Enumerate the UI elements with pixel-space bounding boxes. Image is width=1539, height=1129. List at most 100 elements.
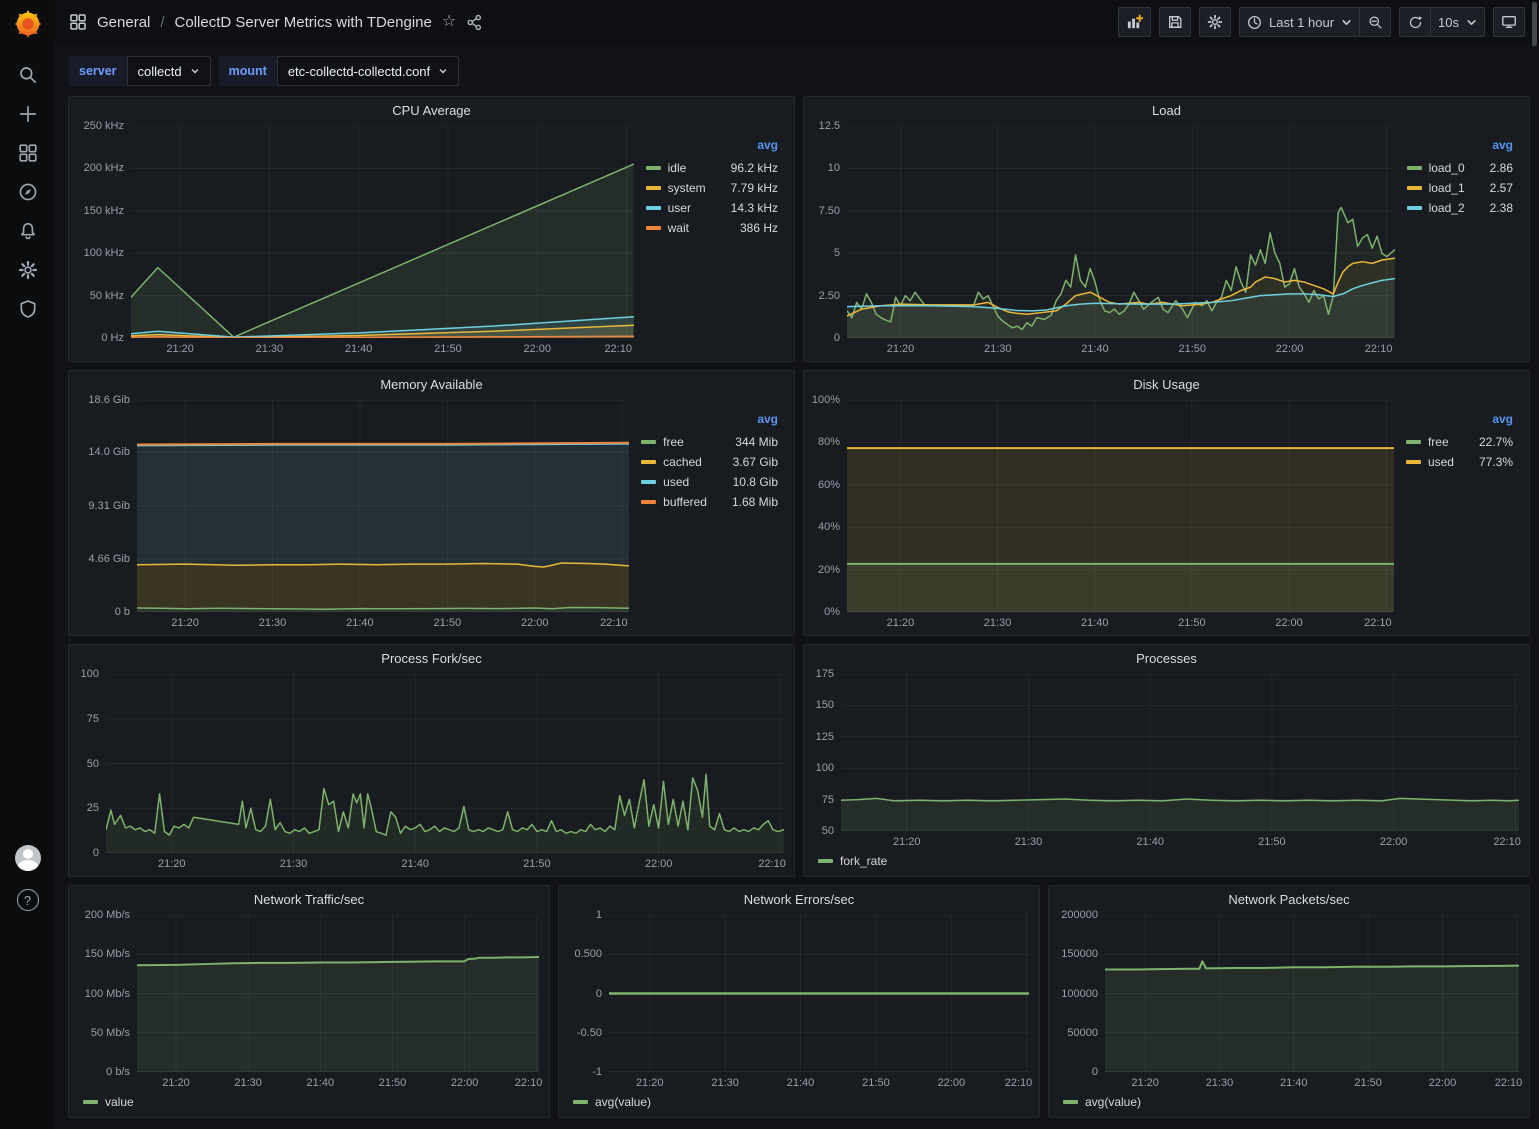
legend-item-avg(value)[interactable]: avg(value): [573, 1095, 651, 1109]
legend-item-used[interactable]: used 77.3%: [1404, 452, 1515, 472]
configuration-gear-icon[interactable]: [9, 259, 47, 281]
legend-series-avg: 96.2 kHz: [730, 161, 778, 175]
legend-header-avg[interactable]: avg: [1492, 412, 1513, 426]
variable-mount-label: mount: [218, 56, 277, 86]
legend-item-idle[interactable]: idle 96.2 kHz: [644, 158, 780, 178]
y-tick-label: 10: [827, 162, 840, 175]
legend-swatch: [645, 166, 661, 170]
legend-item-load_2[interactable]: load_2 2.38: [1405, 198, 1515, 218]
legend-series-name: avg(value): [1085, 1095, 1142, 1109]
create-plus-icon[interactable]: [9, 103, 47, 125]
panel-title[interactable]: Load: [1152, 103, 1181, 118]
legend-item-value[interactable]: value: [83, 1095, 134, 1109]
network-errors-chart[interactable]: -1 -0.50 0 0.500 1 21:20 21:30 21:40 21:50 22:00 2…: [565, 909, 1032, 1091]
dashboard-settings-button[interactable]: [1198, 7, 1231, 37]
legend-item-wait[interactable]: wait 386 Hz: [644, 218, 780, 238]
star-icon[interactable]: ☆: [441, 13, 457, 30]
plot-area[interactable]: [847, 126, 1395, 338]
share-icon[interactable]: [466, 14, 483, 31]
legend-item-fork_rate[interactable]: fork_rate: [818, 854, 887, 868]
refresh-button[interactable]: [1399, 7, 1432, 37]
plot-area[interactable]: [841, 674, 1519, 831]
y-tick-label: 7.50: [818, 204, 840, 217]
page-title[interactable]: CollectD Server Metrics with TDengine: [174, 13, 432, 31]
plot-area[interactable]: [106, 674, 784, 853]
user-avatar[interactable]: [14, 845, 41, 871]
y-tick-label: 0: [833, 332, 840, 344]
plot-area[interactable]: [847, 400, 1394, 612]
chevron-down-icon: [1467, 19, 1476, 25]
plot-area[interactable]: [137, 400, 630, 612]
x-tick-label: 22:00: [520, 617, 549, 629]
plot-area[interactable]: [137, 915, 539, 1072]
legend-item-avg(value)[interactable]: avg(value): [1063, 1095, 1141, 1109]
legend-item-system[interactable]: system 7.79 kHz: [644, 178, 780, 198]
legend-header-avg[interactable]: avg: [757, 412, 778, 426]
help-icon[interactable]: ?: [16, 889, 39, 911]
y-tick-label: 100%: [811, 394, 840, 406]
x-tick-label: 22:10: [1364, 343, 1393, 355]
variable-mount-value[interactable]: etc-collectd-collectd.conf: [276, 56, 460, 86]
panel-title[interactable]: Network Traffic/sec: [253, 892, 365, 907]
save-dashboard-button[interactable]: [1158, 7, 1191, 37]
x-tick-label: 22:00: [1379, 836, 1408, 848]
y-tick-label: 2.50: [818, 289, 840, 302]
grafana-logo[interactable]: [11, 6, 45, 40]
plot-area[interactable]: [609, 915, 1029, 1072]
chart-svg: [131, 126, 634, 338]
refresh-interval-picker[interactable]: 10s: [1430, 7, 1485, 37]
explore-compass-icon[interactable]: [9, 181, 47, 203]
processes-chart[interactable]: 50 75 100 125 150 175 21:20 21:30 21:40 21:50 22:0…: [810, 668, 1521, 850]
y-axis: 0 b/s 50 Mb/s 100 Mb/s 150 Mb/s 200 Mb/s: [75, 909, 137, 1078]
panel-title[interactable]: Disk Usage: [1133, 377, 1200, 392]
panel-title[interactable]: Network Packets/sec: [1228, 892, 1350, 907]
panel-title[interactable]: Network Errors/sec: [743, 892, 855, 907]
legend-item-cached[interactable]: cached 3.67 Gib: [639, 452, 780, 472]
dashboards-icon[interactable]: [9, 142, 47, 164]
legend-item-load_0[interactable]: load_0 2.86: [1405, 158, 1515, 178]
panel-processes: Processes 50 75 100 125 150 175 21:20 21:30 21:4…: [803, 644, 1530, 877]
legend-series-avg: 22.7%: [1478, 435, 1513, 449]
server-admin-shield-icon[interactable]: [9, 298, 47, 320]
variable-server-value[interactable]: collectd: [126, 56, 211, 86]
disk-usage-chart[interactable]: 0% 20% 40% 60% 80% 100% 21:20 21:30 21:40 21:50 22…: [810, 394, 1394, 631]
plot-area[interactable]: [131, 126, 634, 338]
x-tick-label: 22:00: [1428, 1077, 1457, 1089]
network-packets-chart[interactable]: 0 50000 100000 150000 200000 21:20 21:30 21:40 2…: [1055, 909, 1522, 1091]
legend-item-load_1[interactable]: load_1 2.57: [1405, 178, 1515, 198]
y-tick-label: 200 kHz: [83, 162, 124, 175]
legend-series-name: load_2: [1428, 201, 1465, 215]
y-tick-label: 50: [821, 825, 834, 837]
zoom-out-time-button[interactable]: [1359, 7, 1392, 37]
search-icon[interactable]: [9, 64, 47, 86]
y-tick-label: 75: [821, 793, 834, 806]
legend-item-used[interactable]: used 10.8 Gib: [639, 472, 780, 492]
kiosk-mode-button[interactable]: [1493, 7, 1525, 37]
cpu-average-chart[interactable]: 0 Hz 50 kHz 100 kHz 150 kHz 200 kHz 250 kHz 21…: [75, 120, 634, 357]
legend-header-avg[interactable]: avg: [757, 138, 778, 152]
alerting-bell-icon[interactable]: [9, 220, 47, 242]
memory-available-chart[interactable]: 0 b 4.66 Gib 9.31 Gib 14.0 Gib 18.6 Gib 21:20…: [75, 394, 630, 631]
panel-title[interactable]: Processes: [1136, 651, 1197, 666]
x-tick-label: 21:50: [1258, 836, 1286, 848]
breadcrumb-section[interactable]: General: [97, 13, 151, 31]
panel-title[interactable]: CPU Average: [392, 103, 471, 118]
panel-title[interactable]: Memory Available: [380, 377, 483, 392]
legend-item-free[interactable]: free 22.7%: [1404, 432, 1515, 452]
legend-item-user[interactable]: user 14.3 kHz: [644, 198, 780, 218]
legend-series-name: cached: [663, 455, 702, 469]
process-fork-chart[interactable]: 0 25 50 75 100 21:20 21:30 21:40 21:50 22:00 22:10: [75, 668, 786, 872]
add-panel-button[interactable]: [1117, 7, 1151, 37]
panel-title[interactable]: Process Fork/sec: [381, 651, 482, 666]
scrollbar-thumb[interactable]: [1532, 2, 1537, 46]
y-tick-label: 200 Mb/s: [84, 909, 130, 921]
load-chart[interactable]: 0 2.50 5 7.50 10 12.5 21:20 21:30 21:40 21:50 22:0…: [810, 120, 1395, 357]
legend-header-avg[interactable]: avg: [1492, 138, 1513, 152]
cpu-average-legend: avg idle 96.2 kHz system 7.79 kHz user 14.3 kH…: [634, 126, 784, 357]
legend-item-free[interactable]: free 344 Mib: [639, 432, 780, 452]
legend-item-buffered[interactable]: buffered 1.68 Mib: [639, 492, 780, 512]
plot-area[interactable]: [1105, 915, 1519, 1072]
network-traffic-chart[interactable]: 0 b/s 50 Mb/s 100 Mb/s 150 Mb/s 200 Mb/s 21:2…: [75, 909, 543, 1091]
time-range-picker[interactable]: Last 1 hour: [1238, 7, 1361, 37]
x-tick-label: 22:10: [1494, 1077, 1523, 1089]
